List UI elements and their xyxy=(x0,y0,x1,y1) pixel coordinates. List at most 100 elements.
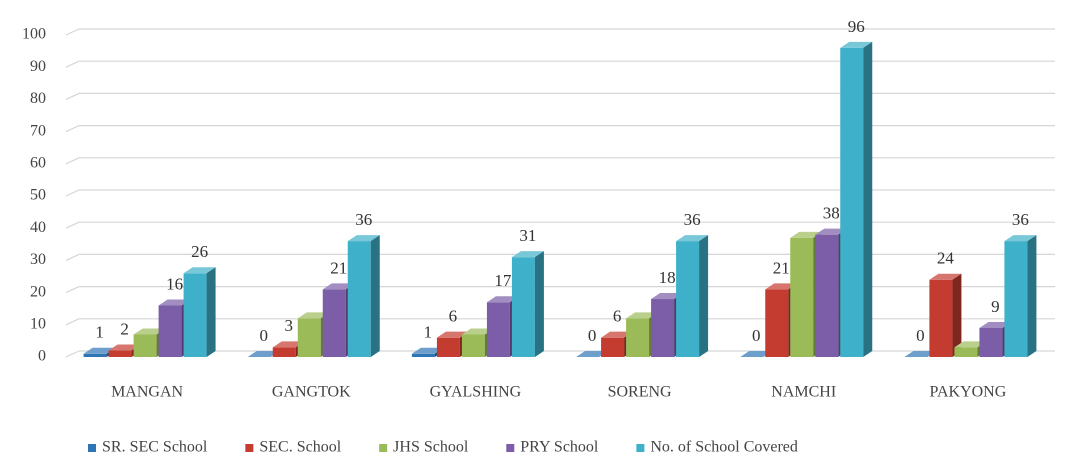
data-label: 0 xyxy=(916,326,925,345)
bar xyxy=(511,251,544,357)
data-label: 38 xyxy=(823,204,840,223)
bar-side xyxy=(534,251,544,357)
data-label: 3 xyxy=(285,316,294,335)
legend-swatch xyxy=(379,444,388,452)
legend-label: No. of School Covered xyxy=(650,439,798,456)
data-label: 0 xyxy=(752,326,761,345)
data-label: 9 xyxy=(991,297,1000,316)
bar-front xyxy=(790,237,814,357)
grid-line-side xyxy=(65,28,80,36)
legend-swatch xyxy=(245,444,254,452)
data-label: 2 xyxy=(120,319,129,338)
bar-front xyxy=(651,299,675,357)
bar-front xyxy=(272,347,296,357)
bar-front xyxy=(979,328,1003,357)
data-label: 1 xyxy=(95,323,104,342)
data-label: 26 xyxy=(191,242,208,261)
bar-front xyxy=(815,234,839,357)
bar-front xyxy=(626,318,650,357)
y-tick-label: 60 xyxy=(30,154,46,171)
grid-line-side xyxy=(65,253,80,261)
bar-top xyxy=(1004,235,1037,242)
bar-top xyxy=(676,235,709,242)
x-tick-label: PAKYONG xyxy=(930,384,1007,401)
bar-top xyxy=(790,231,823,238)
bar-front xyxy=(322,289,346,357)
data-label: 16 xyxy=(166,274,183,293)
grid-line-side xyxy=(65,60,80,68)
grid-line-side xyxy=(65,189,80,197)
bar-side xyxy=(206,267,216,357)
bar-top xyxy=(133,328,166,335)
bar-side xyxy=(370,235,380,357)
bar-top xyxy=(765,283,798,290)
bar-top xyxy=(651,293,684,300)
data-label: 21 xyxy=(330,258,347,277)
data-label: 0 xyxy=(588,326,597,345)
data-label: 36 xyxy=(355,210,372,229)
legend-label: SEC. School xyxy=(259,439,341,456)
bar-front xyxy=(108,350,132,357)
bar-top xyxy=(183,267,216,274)
data-label: 24 xyxy=(937,249,955,268)
bar-top xyxy=(108,344,141,351)
bar-top xyxy=(322,283,355,290)
bar-front xyxy=(297,318,321,357)
grid-line-side xyxy=(65,92,80,100)
bar-top xyxy=(247,351,280,357)
bar-front xyxy=(929,279,953,357)
bar-front xyxy=(411,353,435,357)
data-label: 36 xyxy=(1012,210,1029,229)
y-tick-label: 40 xyxy=(30,219,46,236)
grid-line-side xyxy=(65,221,80,229)
data-label: 18 xyxy=(659,268,676,287)
bar-front xyxy=(511,257,535,357)
bar-top xyxy=(461,328,494,335)
data-label: 31 xyxy=(519,226,536,245)
bar-front xyxy=(83,353,107,357)
data-label: 17 xyxy=(494,271,512,290)
bar xyxy=(576,351,609,357)
bar xyxy=(676,235,709,357)
bar-front xyxy=(183,273,207,357)
bar-top xyxy=(815,228,848,235)
bar-top xyxy=(979,322,1012,329)
y-tick-label: 80 xyxy=(30,90,46,107)
legend-swatch xyxy=(636,444,645,452)
bar-front xyxy=(1004,241,1028,357)
bar-top xyxy=(158,299,191,306)
x-tick-label: NAMCHI xyxy=(771,384,836,401)
y-tick-label: 90 xyxy=(30,58,46,75)
bar-top xyxy=(576,351,609,357)
bar-front xyxy=(601,337,625,357)
y-tick-label: 20 xyxy=(30,283,46,300)
bar xyxy=(247,351,280,357)
bar xyxy=(840,41,873,357)
bar-front xyxy=(436,337,460,357)
data-label: 96 xyxy=(848,17,865,36)
bar-top xyxy=(954,341,987,348)
bar-front xyxy=(840,47,864,357)
data-label: 6 xyxy=(449,307,458,326)
bar-side xyxy=(863,41,873,357)
bar-top xyxy=(740,351,773,357)
grid-line-side xyxy=(65,286,80,294)
bar-front xyxy=(133,334,157,357)
y-tick-label: 10 xyxy=(30,315,46,332)
y-tick-label: 0 xyxy=(38,348,46,365)
bar-side xyxy=(699,235,709,357)
grid-line-side xyxy=(65,125,80,133)
data-label: 21 xyxy=(773,258,790,277)
bar-front xyxy=(347,241,371,357)
bar-top xyxy=(626,312,659,319)
data-label: 0 xyxy=(260,326,269,345)
bar-top xyxy=(347,235,380,242)
bar-top xyxy=(511,251,544,258)
bar-side xyxy=(1027,235,1037,357)
bar-front xyxy=(765,289,789,357)
y-tick-label: 100 xyxy=(22,26,46,43)
bar-front xyxy=(676,241,700,357)
bar-top xyxy=(411,347,444,354)
bar xyxy=(929,273,962,357)
data-label: 36 xyxy=(684,210,701,229)
